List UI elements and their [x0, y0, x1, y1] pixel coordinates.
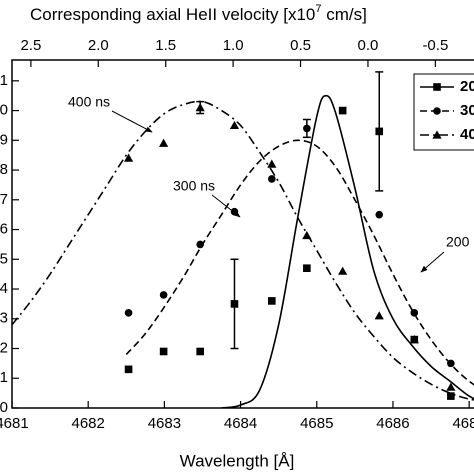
x-tick-label: 4683: [148, 415, 181, 432]
y-tick-label: 0.5: [0, 250, 8, 267]
legend-label: 300 ns: [460, 102, 474, 119]
marker-circle: [447, 359, 455, 368]
marker-circle: [196, 240, 204, 249]
x-tick-label: 4686: [376, 415, 409, 432]
marker-square: [303, 264, 311, 273]
marker-circle: [124, 309, 133, 317]
y-tick-label: 0.1: [0, 369, 8, 386]
y-tick-label: 0.7: [0, 191, 8, 208]
annotation: 200 ns: [446, 234, 474, 250]
annotation: 300 ns: [173, 178, 215, 194]
marker-triangle: [159, 138, 169, 147]
x2-tick-label: 0.0: [358, 37, 379, 54]
fit-curve: [12, 100, 474, 401]
x-tick-label: 4681: [0, 415, 29, 432]
x-tick-label: 4682: [72, 415, 105, 432]
y-tick-label: 0.9: [0, 131, 8, 148]
x-tick-label: 4684: [224, 415, 257, 432]
fit-curve: [125, 139, 474, 386]
y-tick-label: 0.4: [0, 280, 8, 297]
x2-tick-label: -0.5: [422, 37, 448, 54]
y-tick-label: 0.6: [0, 221, 8, 238]
y-tick-label: 0.8: [0, 161, 8, 178]
x2-tick-label: 2.0: [88, 37, 109, 54]
marker-circle: [433, 107, 441, 115]
y-tick-label: 1.1: [0, 72, 8, 89]
top-axis-title-main: Corresponding axial HeII velocity [x10: [30, 5, 315, 24]
marker-square: [196, 347, 204, 356]
x2-tick-label: 0.5: [290, 37, 311, 54]
x-tick-label: 4687: [452, 415, 474, 432]
legend-label: 200 ns: [460, 78, 474, 95]
marker-triangle: [374, 311, 384, 320]
y-tick-label: 0.3: [0, 310, 8, 327]
x2-tick-label: 2.5: [20, 37, 41, 54]
fit-curve: [221, 94, 474, 408]
top-axis-title-sup: 7: [315, 3, 321, 15]
marker-square: [375, 127, 384, 136]
marker-square: [447, 392, 455, 400]
marker-triangle: [446, 382, 456, 391]
annotation-arrow: [420, 251, 445, 273]
marker-triangle: [432, 130, 442, 139]
marker-square: [124, 365, 133, 374]
marker-triangle: [338, 266, 348, 275]
marker-circle: [375, 210, 384, 219]
marker-circle: [159, 291, 168, 299]
annotation-arrow: [111, 110, 153, 133]
legend: 200 ns 300 ns 400 ns: [413, 73, 474, 151]
y-tick-label: 0.2: [0, 339, 8, 356]
marker-square: [159, 347, 168, 356]
marker-square: [230, 300, 239, 308]
y-tick-label: 0.0: [0, 399, 8, 416]
y-tick-label: 1.0: [0, 102, 8, 119]
marker-square: [268, 297, 276, 305]
marker-square: [338, 106, 347, 115]
x-tick-label: 4685: [300, 415, 333, 432]
marker-circle: [230, 207, 239, 216]
curves: [12, 94, 474, 408]
annotation: 400 ns: [68, 94, 110, 110]
marker-circle: [268, 175, 276, 183]
top-axis-title-end: cm/s]: [322, 5, 367, 24]
top-axis-title: Corresponding axial HeII velocity [x107 …: [30, 3, 367, 25]
x-axis-title: Wavelength [Å]: [180, 451, 295, 470]
marker-triangle: [302, 230, 312, 240]
legend-label: 400 ns: [460, 126, 474, 143]
plot-frame: [11, 59, 474, 409]
x2-tick-label: 1.0: [223, 37, 244, 54]
marker-square: [433, 83, 441, 91]
x2-tick-label: 1.5: [155, 37, 176, 54]
marker-triangle: [409, 334, 419, 344]
marker-triangle: [123, 153, 134, 162]
marker-circle: [410, 309, 419, 317]
marker-triangle: [267, 159, 277, 168]
marker-circle: [303, 124, 311, 133]
marker-triangle: [195, 102, 205, 112]
marker-triangle: [229, 120, 240, 130]
points: [123, 71, 456, 400]
